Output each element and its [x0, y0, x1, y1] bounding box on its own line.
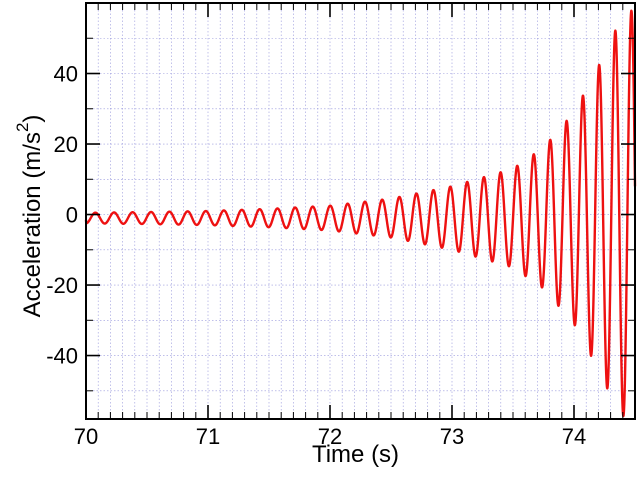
frame-layer — [85, 2, 636, 420]
x-tick-label: 74 — [562, 424, 586, 449]
y-axis-title-tail: ) — [19, 115, 46, 123]
y-tick-label: 40 — [54, 62, 78, 87]
series-layer — [84, 9, 637, 418]
y-tick-label: 0 — [66, 203, 78, 228]
ticks-layer — [85, 2, 636, 419]
labels-layer: 70 71 72 73 74 -40 -20 0 20 40 — [46, 62, 586, 449]
y-axis-title-main: Acceleration (m/s — [19, 132, 46, 317]
plot-frame — [85, 2, 636, 420]
y-tick-label: -20 — [46, 273, 78, 298]
x-tick-label: 72 — [318, 424, 342, 449]
x-tick-label: 71 — [196, 424, 220, 449]
y-axis-title-superscript: 2 — [13, 123, 32, 132]
acceleration-series-line — [84, 9, 637, 418]
y-axis-title: Acceleration (m/s2) — [13, 115, 46, 318]
x-tick-label: 73 — [440, 424, 464, 449]
y-tick-label: 20 — [54, 132, 78, 157]
x-tick-label: 70 — [74, 424, 98, 449]
y-tick-label: -40 — [46, 344, 78, 369]
x-axis-title: Time (s) — [312, 441, 399, 468]
